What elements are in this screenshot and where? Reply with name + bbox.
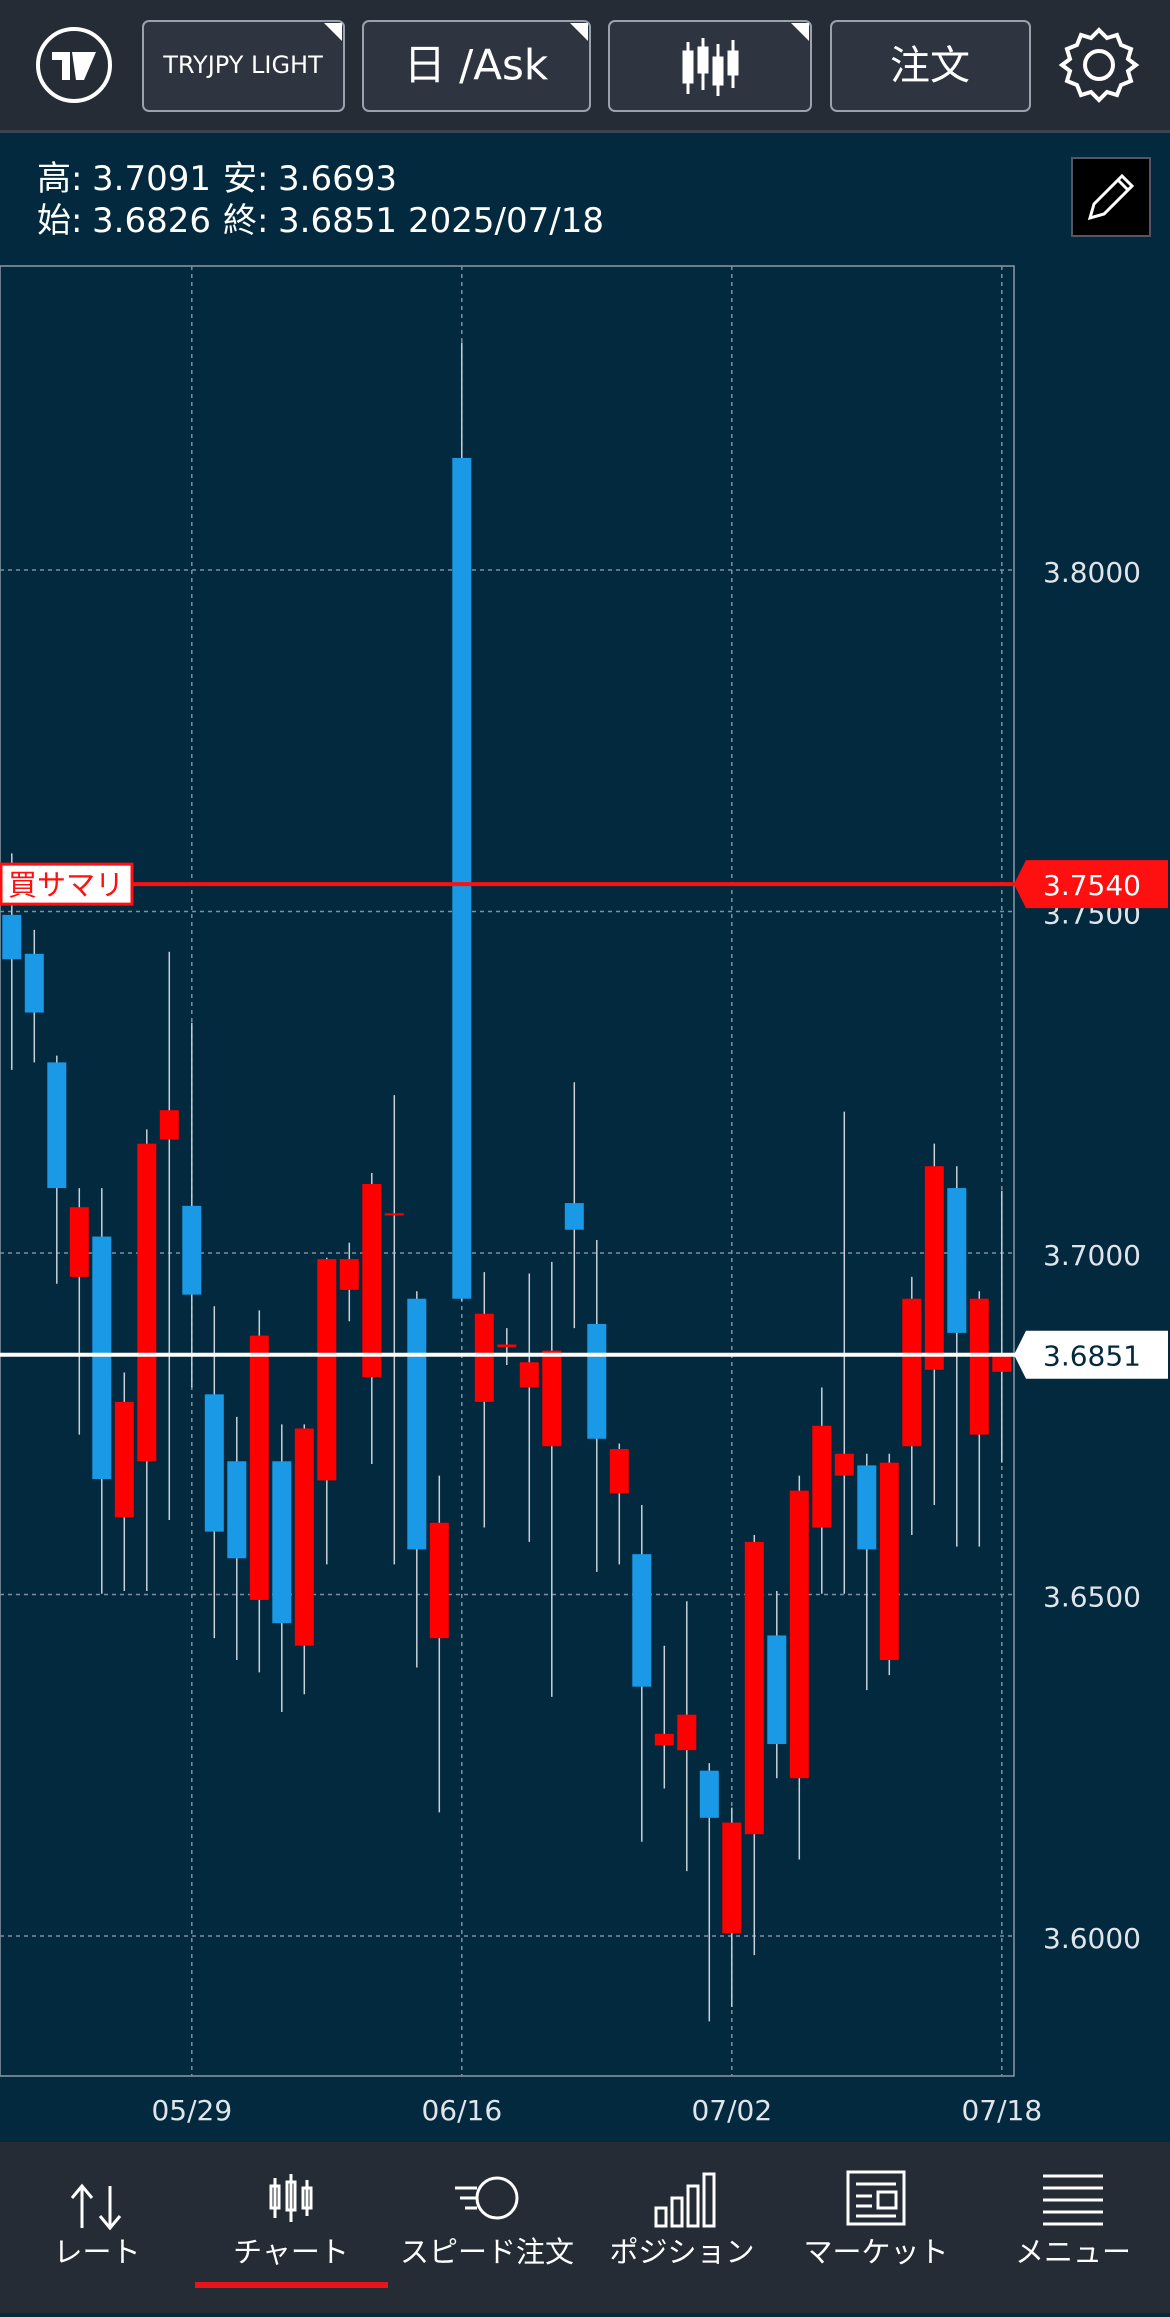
candle-body bbox=[249, 1335, 269, 1600]
open-value: 3.6826 bbox=[92, 201, 211, 241]
open-label: 始: bbox=[37, 201, 82, 241]
nav-item[interactable]: ポジション bbox=[609, 2235, 754, 2269]
draw-button[interactable] bbox=[1071, 157, 1151, 237]
candle-body bbox=[452, 457, 472, 1299]
period-button[interactable]: 日 /Ask bbox=[362, 20, 591, 112]
candle-body bbox=[294, 1428, 314, 1646]
logo-button[interactable] bbox=[36, 27, 112, 103]
active-tab-indicator bbox=[195, 2282, 388, 2288]
date-value: 2025/07/18 bbox=[408, 201, 604, 241]
candle-body bbox=[362, 1183, 382, 1378]
candle-body bbox=[564, 1203, 584, 1230]
candle-body bbox=[272, 1461, 292, 1624]
candle-body bbox=[924, 1166, 944, 1370]
y-tick-label: 3.8000 bbox=[1043, 556, 1141, 589]
candle-body bbox=[182, 1205, 202, 1295]
price-tag bbox=[1014, 860, 1168, 909]
high-value: 3.7091 bbox=[92, 159, 211, 199]
candle-body bbox=[879, 1462, 899, 1661]
candle-body bbox=[317, 1259, 337, 1481]
ohlc-info: 高: 3.7091 安: 3.6693 始: 3.6826 終: 3.6851 … bbox=[37, 159, 604, 241]
candle-body bbox=[587, 1323, 607, 1439]
candle-body bbox=[677, 1714, 697, 1751]
x-tick-label: 07/18 bbox=[961, 2094, 1042, 2127]
symbol-button[interactable]: TRYJPY LIGHT bbox=[142, 20, 345, 112]
nav-labels: レート チャート スピード注文 ポジション マーケット メニュー bbox=[53, 2235, 1131, 2269]
candle-body bbox=[992, 1354, 1012, 1372]
candle-body bbox=[542, 1350, 562, 1447]
candle-body bbox=[204, 1394, 224, 1532]
candle-body bbox=[609, 1448, 629, 1494]
x-tick-label: 05/29 bbox=[151, 2094, 232, 2127]
candle-body bbox=[767, 1635, 787, 1745]
nav-item[interactable]: メニュー bbox=[1015, 2235, 1131, 2269]
bottom-nav bbox=[0, 2142, 1170, 2313]
line-name: 買サマリ bbox=[8, 868, 124, 902]
candle-body bbox=[902, 1298, 922, 1447]
nav-item[interactable]: チャート bbox=[233, 2235, 349, 2269]
y-tick-label: 3.6000 bbox=[1043, 1922, 1141, 1955]
price-tag-label: 3.6851 bbox=[1043, 1340, 1141, 1373]
settings-button[interactable] bbox=[1058, 27, 1140, 103]
candle-body bbox=[519, 1362, 539, 1388]
high-label: 高: bbox=[37, 159, 82, 199]
candle-body bbox=[227, 1461, 247, 1559]
candle-body bbox=[407, 1298, 427, 1550]
candle-body bbox=[474, 1313, 494, 1402]
y-tick-label: 3.7000 bbox=[1043, 1239, 1141, 1272]
nav-item[interactable]: スピード注文 bbox=[400, 2235, 574, 2269]
close-label: 終: bbox=[223, 201, 268, 241]
x-tick-label: 06/16 bbox=[421, 2094, 502, 2127]
candle-body bbox=[429, 1522, 449, 1639]
candle-body bbox=[339, 1259, 359, 1290]
candle-body bbox=[834, 1453, 854, 1476]
plot-area bbox=[0, 265, 1015, 2077]
price-tag bbox=[1014, 1330, 1168, 1379]
y-tick-label: 3.6500 bbox=[1043, 1580, 1141, 1613]
candle-body bbox=[2, 914, 22, 960]
candle-body bbox=[969, 1298, 989, 1435]
candle-body bbox=[159, 1110, 179, 1140]
divider bbox=[0, 130, 1170, 133]
candle-body bbox=[114, 1401, 134, 1518]
candle-body bbox=[789, 1490, 809, 1779]
candle-body bbox=[722, 1822, 742, 1934]
chart-type-button[interactable] bbox=[608, 20, 812, 112]
low-value: 3.6693 bbox=[278, 159, 397, 199]
candle-body bbox=[137, 1143, 157, 1462]
nav-item[interactable]: レート bbox=[53, 2235, 140, 2269]
candle-body bbox=[744, 1541, 764, 1835]
nav-icons bbox=[70, 2170, 1103, 2231]
candle-body bbox=[632, 1554, 652, 1687]
candle-body bbox=[47, 1062, 67, 1189]
candle-body bbox=[497, 1344, 517, 1348]
candle-body bbox=[24, 953, 44, 1013]
low-label: 安: bbox=[223, 159, 268, 199]
nav-item[interactable]: マーケット bbox=[803, 2235, 948, 2269]
symbol-label: TRYJPY LIGHT bbox=[162, 51, 323, 79]
candle-body bbox=[699, 1770, 719, 1818]
candle-body bbox=[384, 1213, 404, 1216]
line-name-box bbox=[0, 862, 134, 906]
candle-body bbox=[69, 1207, 89, 1277]
x-tick-label: 07/02 bbox=[691, 2094, 772, 2127]
close-value: 3.6851 bbox=[278, 201, 397, 241]
candle-body bbox=[857, 1465, 877, 1550]
order-label: 注文 bbox=[890, 43, 970, 89]
candle-body bbox=[947, 1188, 967, 1333]
candle-body bbox=[92, 1236, 112, 1480]
candle-body bbox=[654, 1733, 674, 1746]
order-button[interactable]: 注文 bbox=[830, 20, 1031, 112]
period-label: 日 /Ask bbox=[404, 41, 549, 90]
candle-body bbox=[812, 1425, 832, 1528]
price-tag-label: 3.7540 bbox=[1043, 869, 1141, 902]
